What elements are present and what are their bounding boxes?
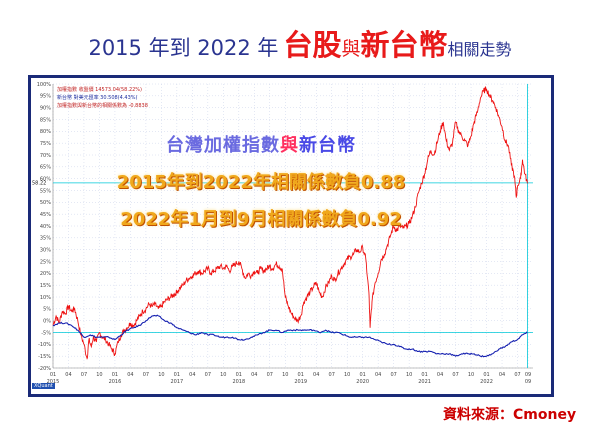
annotation-correlation-2022: 2022年1月到9月相關係數負0.92	[120, 209, 402, 230]
x-tick-month: 07	[329, 372, 335, 378]
reference-value-label: 58.22	[32, 181, 46, 187]
y-tick-label: -15%	[38, 354, 51, 360]
y-tick-label: 15%	[40, 283, 51, 289]
series-line-taiex	[52, 86, 528, 360]
y-tick-label: 100%	[37, 82, 52, 88]
y-tick-label: 45%	[40, 212, 51, 218]
x-tick-month: 10	[96, 372, 102, 378]
y-tick-label: 35%	[40, 236, 51, 242]
x-tick-month: 07	[81, 372, 87, 378]
annotation-correlation-full: 2015年到2022年相關係數負0.88	[116, 172, 406, 193]
x-tick-month: 01	[298, 372, 304, 378]
chart-annotation: 台灣加權指數與新台幣 2015年到2022年相關係數負0.88 2022年1月到…	[91, 131, 431, 231]
x-tick-month: 07	[143, 372, 149, 378]
x-tick-year: 2018	[232, 379, 245, 385]
y-tick-label: 70%	[40, 153, 51, 159]
y-tick-label: 40%	[40, 224, 51, 230]
title-and: 與	[341, 38, 361, 60]
x-tick-month: 04	[65, 372, 71, 378]
data-source: 資料來源：Cmoney	[443, 407, 577, 423]
x-tick-month: 04	[251, 372, 257, 378]
chart-plot-area: 100% 95% 90% 85% 80% 75% 70% 65% 60% 55% 50% 45% 40%…	[31, 78, 551, 394]
y-tick-label: 60%	[40, 176, 51, 182]
x-tick-year: 2020	[356, 379, 369, 385]
y-tick-label: 25%	[40, 259, 51, 265]
y-tick-label: 30%	[40, 247, 51, 253]
x-tick-month: 10	[220, 372, 226, 378]
y-tick-label: -20%	[38, 366, 51, 372]
x-tick-month: 01	[50, 372, 56, 378]
chart-frame: 100% 95% 90% 85% 80% 75% 70% 65% 60% 55% 50% 45% 40%…	[28, 75, 554, 397]
x-tick-month: 07	[514, 372, 520, 378]
annotation-headline: 台灣加權指數與新台幣	[91, 131, 431, 157]
x-tick-year: 2021	[418, 379, 431, 385]
xquant-logo: XQuant	[32, 383, 55, 389]
title-years: 2015 年到 2022 年	[88, 36, 279, 60]
y-tick-label: 20%	[40, 271, 51, 277]
annotation-and: 與	[280, 135, 299, 156]
y-tick-label: 10%	[40, 295, 51, 301]
chart-legend: 加權指數 收盤價 14573.04(58.22%) 新台幣 對美元匯率 30.5…	[57, 86, 148, 110]
y-tick-label: 50%	[40, 200, 51, 206]
annotation-taiex: 台灣加權指數	[166, 135, 280, 156]
y-tick-label: 95%	[40, 94, 51, 100]
x-tick-month: 10	[468, 372, 474, 378]
x-tick-month: 01	[112, 372, 118, 378]
x-tick-year: 2019	[294, 379, 307, 385]
x-tick-month: 04	[127, 372, 133, 378]
legend-twd: 新台幣 對美元匯率 30.508(4.43%)	[57, 95, 138, 101]
x-tick-month: 07	[452, 372, 458, 378]
x-tick-month: 04	[189, 372, 195, 378]
title-twd: 新台幣	[360, 28, 448, 62]
title-taiex: 台股	[283, 28, 342, 62]
x-tick-month: 04	[437, 372, 443, 378]
x-tick-month: 01	[421, 372, 427, 378]
y-tick-label: 80%	[40, 129, 51, 135]
x-tick-month: 01	[236, 372, 242, 378]
x-tick-month: 10	[344, 372, 350, 378]
y-tick-label: 55%	[40, 188, 51, 194]
x-tick-month: 07	[205, 372, 211, 378]
y-tick-label: 65%	[40, 165, 51, 171]
x-tick-month: 01	[174, 372, 180, 378]
y-tick-label: 5%	[43, 307, 51, 313]
x-tick-year: 09	[525, 379, 531, 385]
x-tick-month: 10	[282, 372, 288, 378]
x-tick-month: 04	[499, 372, 505, 378]
chart-svg: 100%95%90%85%80%75%70%65%60%55%50%45%40%…	[32, 82, 533, 385]
x-tick-month: 04	[313, 372, 319, 378]
x-tick-year: 2015	[47, 379, 60, 385]
x-tick-month: 10	[406, 372, 412, 378]
x-tick-year: 2022	[480, 379, 493, 385]
x-tick-month: 01	[359, 372, 365, 378]
y-tick-label: 90%	[40, 105, 51, 111]
legend-index: 加權指數 收盤價 14573.04(58.22%)	[57, 87, 143, 93]
x-tick-month: 09	[525, 372, 531, 378]
page-title: 2015 年到 2022 年 台股與新台幣相關走勢	[0, 22, 600, 64]
x-tick-year: 2016	[109, 379, 122, 385]
y-tick-label: 0%	[43, 318, 51, 324]
y-tick-label: 75%	[40, 141, 51, 147]
series-line-twd	[52, 314, 528, 358]
title-suffix: 相關走勢	[447, 40, 512, 59]
x-tick-year: 2017	[171, 379, 184, 385]
x-tick-month: 07	[267, 372, 273, 378]
x-tick-month: 10	[158, 372, 164, 378]
y-tick-label: -5%	[41, 330, 51, 336]
legend-correlation: 加權指數與新台幣的相關係數為 -0.8838	[57, 103, 148, 109]
y-tick-label: 85%	[40, 117, 51, 123]
x-tick-month: 01	[483, 372, 489, 378]
y-tick-label: -10%	[38, 342, 51, 348]
x-tick-month: 07	[390, 372, 396, 378]
x-tick-month: 04	[375, 372, 381, 378]
annotation-twd: 新台幣	[299, 135, 356, 156]
